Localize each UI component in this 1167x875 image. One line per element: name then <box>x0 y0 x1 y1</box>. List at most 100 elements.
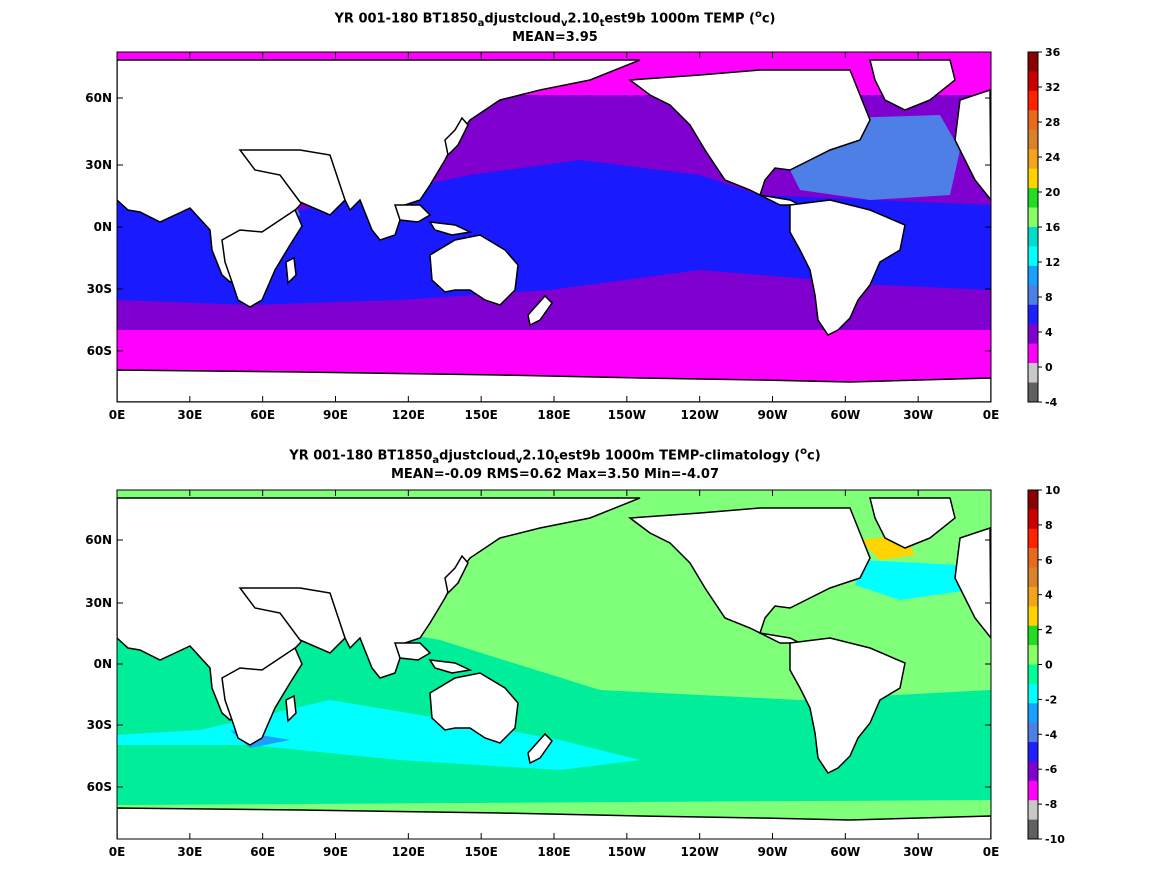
x-tick-label: 150E <box>465 408 498 422</box>
colorbar-swatch <box>1028 722 1038 743</box>
x-tick-label: 150E <box>465 845 498 859</box>
panel1-map <box>116 51 992 403</box>
x-tick-label: 150W <box>608 845 646 859</box>
x-tick-label: 180E <box>537 408 570 422</box>
p2-north-atlantic-cyan <box>855 560 970 600</box>
colorbar-tick-label: 8 <box>1045 519 1053 532</box>
colorbar-swatch <box>1028 567 1038 588</box>
y-tick-label: 0N <box>94 657 112 671</box>
x-tick-label: 60E <box>250 845 275 859</box>
x-tick-label: 120W <box>681 408 719 422</box>
panel1-stats: MEAN=3.95 <box>512 30 598 45</box>
colorbar-swatch <box>1028 664 1038 685</box>
panel2-title: YR 001-180 BT1850adjustcloudv2.10test9b … <box>289 446 821 466</box>
colorbar-swatch <box>1028 168 1038 189</box>
colorbar-tick-label: 10 <box>1045 484 1061 497</box>
colorbar-swatch <box>1028 703 1038 723</box>
colorbar-tick-label: -2 <box>1045 693 1057 706</box>
colorbar-swatch <box>1028 207 1038 228</box>
colorbar-tick-label: 12 <box>1045 256 1060 269</box>
colorbar-swatch <box>1028 819 1038 840</box>
y-tick-label: 60N <box>85 91 112 105</box>
x-tick-label: 30E <box>177 845 202 859</box>
colorbar-swatch <box>1028 742 1038 762</box>
colorbar-swatch <box>1028 528 1038 549</box>
x-tick-label: 90W <box>758 845 788 859</box>
x-tick-label: 0E <box>109 408 126 422</box>
colorbar-swatch <box>1028 586 1038 607</box>
y-tick-label: 30S <box>87 718 112 732</box>
y-tick-label: 30N <box>85 158 112 172</box>
p2-cyan-band <box>117 700 640 770</box>
x-tick-label: 0E <box>983 845 1000 859</box>
x-tick-label: 90E <box>323 845 348 859</box>
colorbar-tick-label: -4 <box>1045 396 1058 409</box>
colorbar-swatch <box>1028 246 1038 267</box>
y-tick-label: 60S <box>87 780 112 794</box>
x-tick-label: 60W <box>830 408 860 422</box>
colorbar-swatch <box>1028 363 1038 383</box>
x-tick-label: 180E <box>537 845 570 859</box>
colorbar-swatch <box>1028 625 1038 646</box>
x-tick-label: 0E <box>983 408 1000 422</box>
colorbar-tick-label: 24 <box>1045 151 1061 164</box>
colorbar-swatch <box>1028 265 1038 286</box>
colorbar-tick-label: -6 <box>1045 763 1058 776</box>
colorbar-swatch <box>1028 149 1038 169</box>
x-tick-label: 90W <box>758 408 788 422</box>
colorbar-swatch <box>1028 343 1038 364</box>
p1-warm-band <box>117 160 991 305</box>
x-tick-label: 60W <box>830 845 860 859</box>
panel2-map <box>116 489 992 840</box>
colorbar-tick-label: 36 <box>1045 46 1061 59</box>
x-tick-label: 120E <box>392 845 425 859</box>
colorbar-swatch <box>1028 188 1038 208</box>
colorbar-tick-label: -10 <box>1045 833 1065 846</box>
colorbar-tick-label: 2 <box>1045 624 1053 637</box>
colorbar-swatch <box>1028 509 1038 530</box>
panel1-title: YR 001-180 BT1850adjustcloudv2.10test9b … <box>334 9 776 29</box>
y-tick-label: 30N <box>85 596 112 610</box>
colorbar-tick-label: 8 <box>1045 291 1053 304</box>
colorbar-swatch <box>1028 227 1038 247</box>
x-tick-label: 30E <box>177 408 202 422</box>
colorbar-swatch <box>1028 548 1038 568</box>
x-tick-label: 120E <box>392 408 425 422</box>
colorbar-tick-label: 16 <box>1045 221 1061 234</box>
colorbar-tick-label: 0 <box>1045 361 1053 374</box>
y-tick-label: 30S <box>87 282 112 296</box>
colorbar-swatch <box>1028 606 1038 627</box>
colorbar-swatch <box>1028 780 1038 801</box>
colorbar-swatch <box>1028 800 1038 820</box>
colorbar-swatch <box>1028 324 1038 344</box>
colorbar-swatch <box>1028 645 1038 665</box>
colorbar-swatch <box>1028 490 1038 510</box>
colorbar-swatch <box>1028 52 1038 72</box>
colorbar-swatch <box>1028 71 1038 92</box>
colorbar-swatch <box>1028 285 1038 306</box>
colorbar-swatch <box>1028 110 1038 131</box>
colorbar-swatch <box>1028 304 1038 325</box>
p2-mid-band <box>117 620 991 805</box>
y-tick-label: 60S <box>87 344 112 358</box>
colorbar-tick-label: 4 <box>1045 326 1053 339</box>
colorbar-tick-label: 32 <box>1045 81 1060 94</box>
colorbar-swatch <box>1028 683 1038 704</box>
x-tick-label: 120W <box>681 845 719 859</box>
y-tick-label: 0N <box>94 220 112 234</box>
axes-layer: 0E 30E 60E 90E 120E 150E 180E 150W 120W 90W 60W 30W… <box>85 52 999 859</box>
y-tick-label: 60N <box>85 533 112 547</box>
colorbar-swatch <box>1028 382 1038 403</box>
x-tick-label: 0E <box>109 845 126 859</box>
colorbar-tick-label: -8 <box>1045 798 1057 811</box>
x-tick-label: 60E <box>250 408 275 422</box>
colorbar-tick-label: 28 <box>1045 116 1060 129</box>
colorbar-tick-label: 4 <box>1045 589 1053 602</box>
colorbar-swatch <box>1028 129 1038 150</box>
p1-southern-band <box>117 330 991 372</box>
colorbar-tick-label: 0 <box>1045 659 1053 672</box>
x-tick-label: 30W <box>903 845 933 859</box>
x-tick-label: 30W <box>903 408 933 422</box>
